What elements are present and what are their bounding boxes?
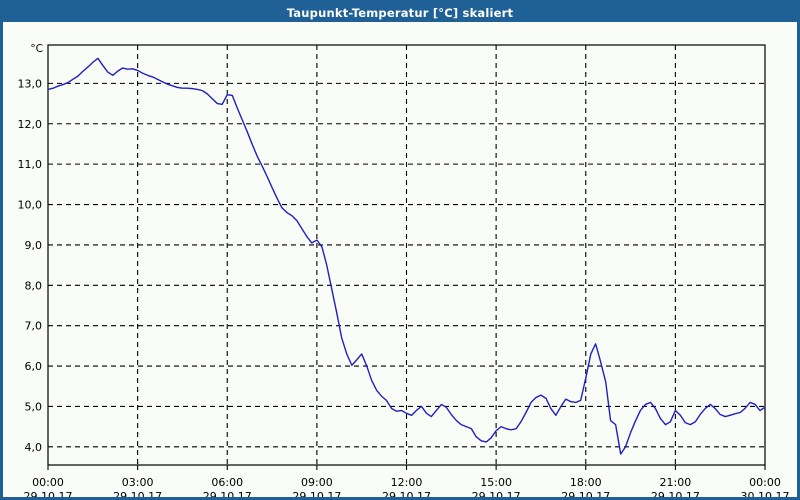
x-axis-time-label: 15:00 [480,476,512,489]
x-gridlines [137,45,676,465]
x-axis-tick-labels: 00:0029.10.1703:0029.10.1706:0029.10.170… [24,476,790,497]
window-title-bar: Taupunkt-Temperatur [°C] skaliert [3,3,797,22]
y-axis-tick-labels: 13,0 12,0 11,0 10,0 9,0 8,0 7,0 6,0 5,0 4,0 [18,77,43,453]
x-axis-time-label: 18:00 [570,476,602,489]
x-axis-time-label: 12:00 [391,476,423,489]
x-axis-date-label: 29.10.17 [24,490,73,497]
plot-background [3,22,797,497]
line-chart-plot: °C 13,0 12,0 11,0 10,0 9,0 8,0 7,0 6,0 5,0 4,0 00… [3,22,797,497]
y-axis-unit-label: °C [30,43,43,55]
y-axis-tick-label: 4,0 [25,441,43,454]
x-axis-time-label: 21:00 [660,476,692,489]
x-axis-date-label: 29.10.17 [651,490,700,497]
y-axis-tick-label: 9,0 [25,239,43,252]
x-axis-time-label: 03:00 [122,476,154,489]
data-series-line [47,57,766,455]
x-axis-date-label: 29.10.17 [113,490,162,497]
x-axis-date-label: 29.10.17 [561,490,610,497]
x-axis-date-label: 29.10.17 [472,490,521,497]
y-gridlines [48,82,765,448]
x-axis-date-label: 29.10.17 [292,490,341,497]
page-title: Taupunkt-Temperatur [°C] skaliert [286,5,514,20]
plot-frame [47,44,766,466]
y-axis-tick-label: 5,0 [25,400,43,413]
x-axis-time-label: 00:00 [749,476,781,489]
x-axis-time-label: 06:00 [211,476,243,489]
x-axis-date-label: 29.10.17 [382,490,431,497]
y-axis-tick-label: 11,0 [18,158,43,171]
y-axis-tick-label: 6,0 [25,360,43,373]
y-axis-tick-label: 10,0 [18,199,43,212]
chart-canvas: °C 13,0 12,0 11,0 10,0 9,0 8,0 7,0 6,0 5,0 4,0 00… [3,22,797,497]
x-axis-date-label: 29.10.17 [203,490,252,497]
y-axis-tick-label: 7,0 [25,320,43,333]
x-axis-time-label: 00:00 [32,476,64,489]
x-axis-date-label: 30.10.17 [741,490,790,497]
y-axis-tick-label: 13,0 [18,77,43,90]
y-axis-tick-label: 12,0 [18,118,43,131]
x-axis-tick-marks [47,465,766,470]
x-axis-time-label: 09:00 [301,476,333,489]
y-axis-tick-label: 8,0 [25,279,43,292]
